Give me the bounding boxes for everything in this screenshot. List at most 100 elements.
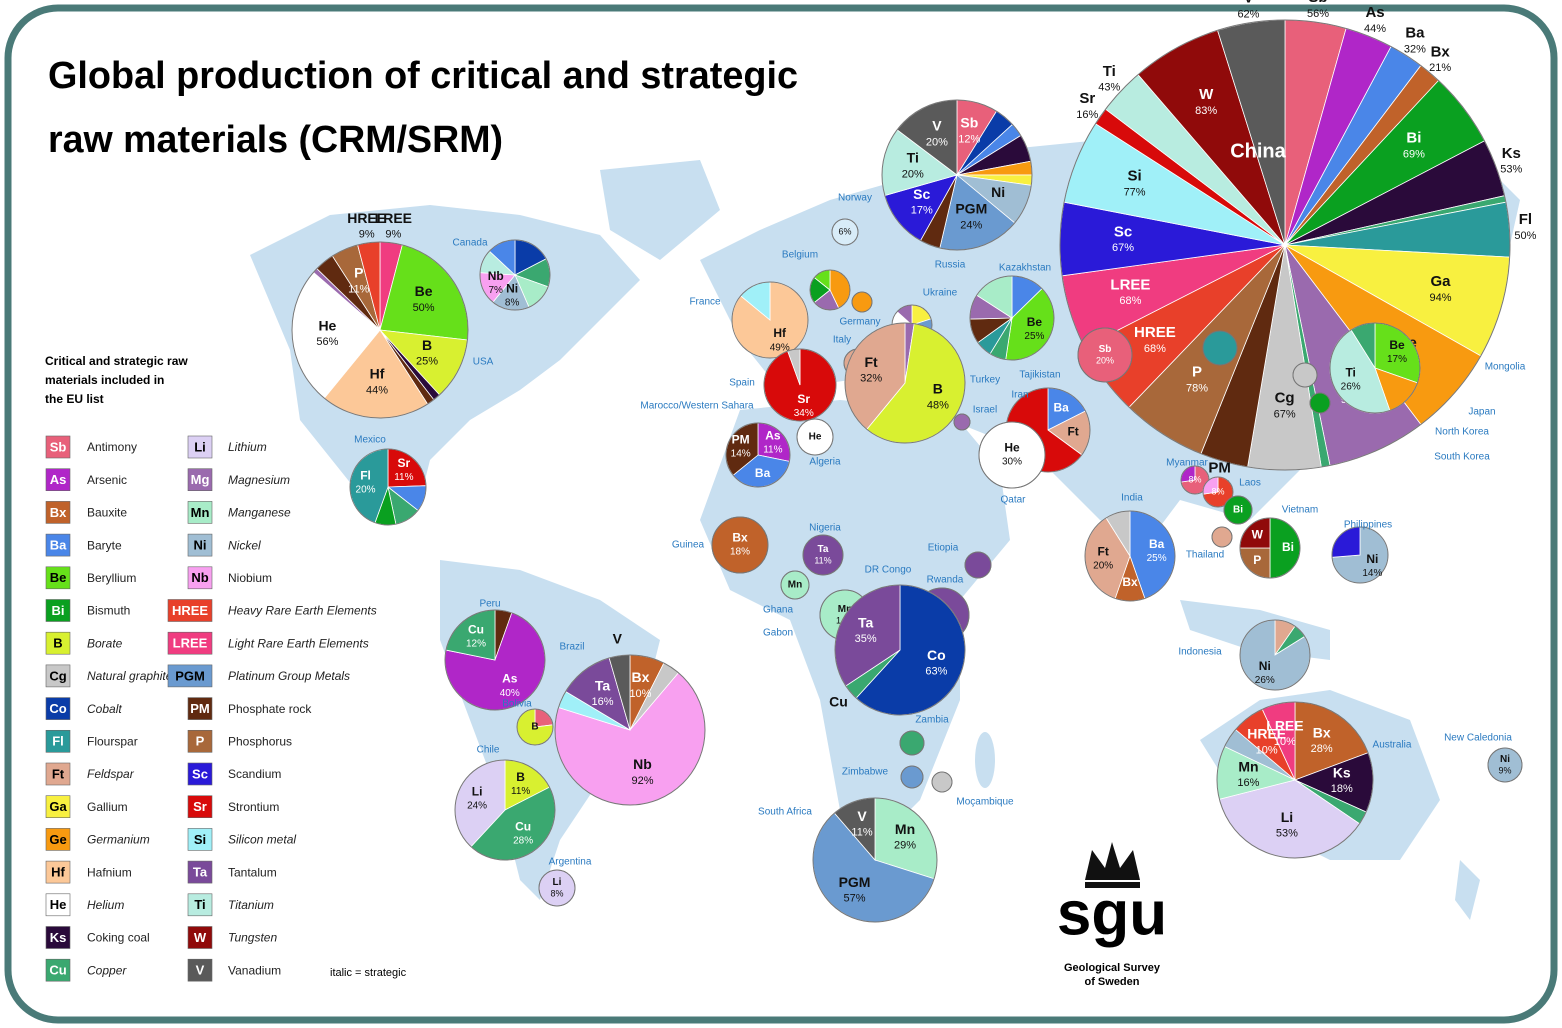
- slice-label: 7%: [489, 285, 504, 296]
- legend-swatch: [187, 926, 213, 949]
- country-label: Guinea: [672, 540, 705, 551]
- pie-outline: [978, 421, 1046, 489]
- slice-code: Li: [553, 877, 562, 888]
- slice-code: V: [1243, 0, 1253, 7]
- legend-label: Bauxite: [87, 506, 127, 520]
- pie-outline: [1487, 747, 1523, 783]
- legend-swatch: [45, 828, 71, 851]
- legend-swatch: [187, 729, 213, 753]
- legend-swatch: [45, 501, 71, 524]
- legend-label: Helium: [87, 898, 124, 912]
- slice-code: Sc: [913, 186, 930, 202]
- slice-label: 11%: [763, 444, 782, 455]
- pie-outline: [881, 99, 1033, 251]
- country-label: Zimbabwe: [842, 767, 889, 778]
- legend-label: Copper: [87, 963, 127, 977]
- slice-label: 83%: [1195, 105, 1217, 117]
- slice-label: 18%: [1331, 783, 1353, 795]
- country-label: Russia: [935, 260, 966, 271]
- country-label: Laos: [1239, 478, 1261, 489]
- slice-label: 9%: [1498, 766, 1511, 776]
- pie-outline: [1077, 327, 1133, 383]
- slice-label: 24%: [960, 219, 982, 231]
- slice-code: He: [1004, 441, 1020, 455]
- slice-code: Ti: [907, 150, 919, 166]
- slice-label: 17%: [911, 205, 933, 217]
- pie-outline: [812, 797, 938, 923]
- legend-heading: materials included in: [45, 373, 164, 387]
- pie-outline: [953, 413, 971, 431]
- slice-label: 10%: [629, 688, 651, 700]
- slice-code: Sr: [1079, 90, 1095, 107]
- legend-label: Phosphate rock: [228, 702, 312, 716]
- pie-outline: [1216, 701, 1374, 859]
- slice-code: LREE: [375, 210, 412, 226]
- slice-label: 11%: [511, 786, 530, 797]
- legend-code: He: [50, 897, 67, 912]
- slice-code: Bx: [1122, 575, 1138, 589]
- pie-outline: [479, 239, 551, 311]
- pie-outline: [1059, 19, 1511, 471]
- country-label: Australia: [1373, 740, 1412, 751]
- slice-label: 49%: [770, 342, 790, 353]
- slice-code: Hf: [370, 366, 385, 382]
- pie-outline: [1239, 619, 1311, 691]
- legend-label: Lithium: [228, 440, 267, 454]
- country-label: Ghana: [763, 605, 793, 616]
- slice-code: Si: [1127, 168, 1141, 185]
- legend-label: Natural graphite: [87, 669, 173, 683]
- slice-label: 11%: [814, 556, 831, 566]
- slice-label: 25%: [1147, 553, 1167, 564]
- slice-code: Cu: [829, 693, 848, 709]
- legend-code: Ti: [194, 897, 205, 912]
- slice-code: Ba: [1405, 25, 1425, 42]
- slice-label: 43%: [1098, 82, 1120, 94]
- legend-heading: the EU list: [45, 392, 104, 406]
- legend-code: Nb: [191, 570, 208, 585]
- pie-outline: [711, 516, 769, 574]
- slice-code: Cg: [1275, 390, 1295, 407]
- legend-code: Cg: [49, 668, 66, 683]
- legend-code: Hf: [51, 865, 65, 880]
- slice-code: Ks: [1502, 145, 1521, 162]
- slice-label: 78%: [1186, 383, 1208, 395]
- legend-label: Heavy Rare Earth Elements: [228, 604, 377, 618]
- country-label: Israel: [973, 405, 997, 416]
- slice-code: As: [765, 428, 781, 442]
- legend-label: Cobalt: [87, 702, 122, 716]
- slice-code: PM: [1208, 460, 1231, 477]
- legend-note: italic = strategic: [330, 967, 407, 979]
- legend-swatch: [187, 697, 213, 720]
- pie-outline: [1202, 330, 1238, 366]
- slice-code: Cu: [468, 622, 484, 636]
- slice-code: Ta: [595, 677, 611, 693]
- pie-outline: [516, 708, 554, 746]
- land: [975, 732, 995, 788]
- slice-code: Ta: [818, 544, 829, 555]
- legend-code: Sb: [50, 439, 67, 454]
- slice-code: Ft: [1067, 424, 1078, 438]
- legend-code: Bx: [50, 505, 67, 520]
- pies: Sb 56% As 44% Ba 32% Bx 21% Bi 69% Ks 53% Fl 50% Ga 94%…: [291, 0, 1537, 923]
- country-label: North Korea: [1435, 427, 1489, 438]
- slice-label: 53%: [1500, 164, 1522, 176]
- pie-outline: [1292, 362, 1318, 388]
- slice-label: 17%: [1387, 354, 1407, 365]
- slice-label: 11%: [348, 283, 369, 295]
- slice-label: 20%: [926, 136, 948, 148]
- legend-label: Titanium: [228, 898, 274, 912]
- pie-outline: [538, 869, 576, 907]
- country-label: Iran: [1011, 390, 1028, 401]
- slice-label: 57%: [844, 893, 866, 905]
- pie-outline: [899, 730, 925, 756]
- title: Global production of critical and strate…: [48, 55, 798, 97]
- slice-label: 21%: [1429, 62, 1451, 74]
- legend-code: PM: [190, 701, 210, 716]
- slice-label: 34%: [794, 408, 814, 419]
- pie-outline: [454, 759, 556, 861]
- slice-code: Bx: [1431, 43, 1451, 60]
- legend-code: Ba: [50, 538, 67, 553]
- slice-code: Ni: [1366, 552, 1378, 566]
- pie-outline: [969, 275, 1055, 361]
- country-label: New Caledonia: [1444, 733, 1512, 744]
